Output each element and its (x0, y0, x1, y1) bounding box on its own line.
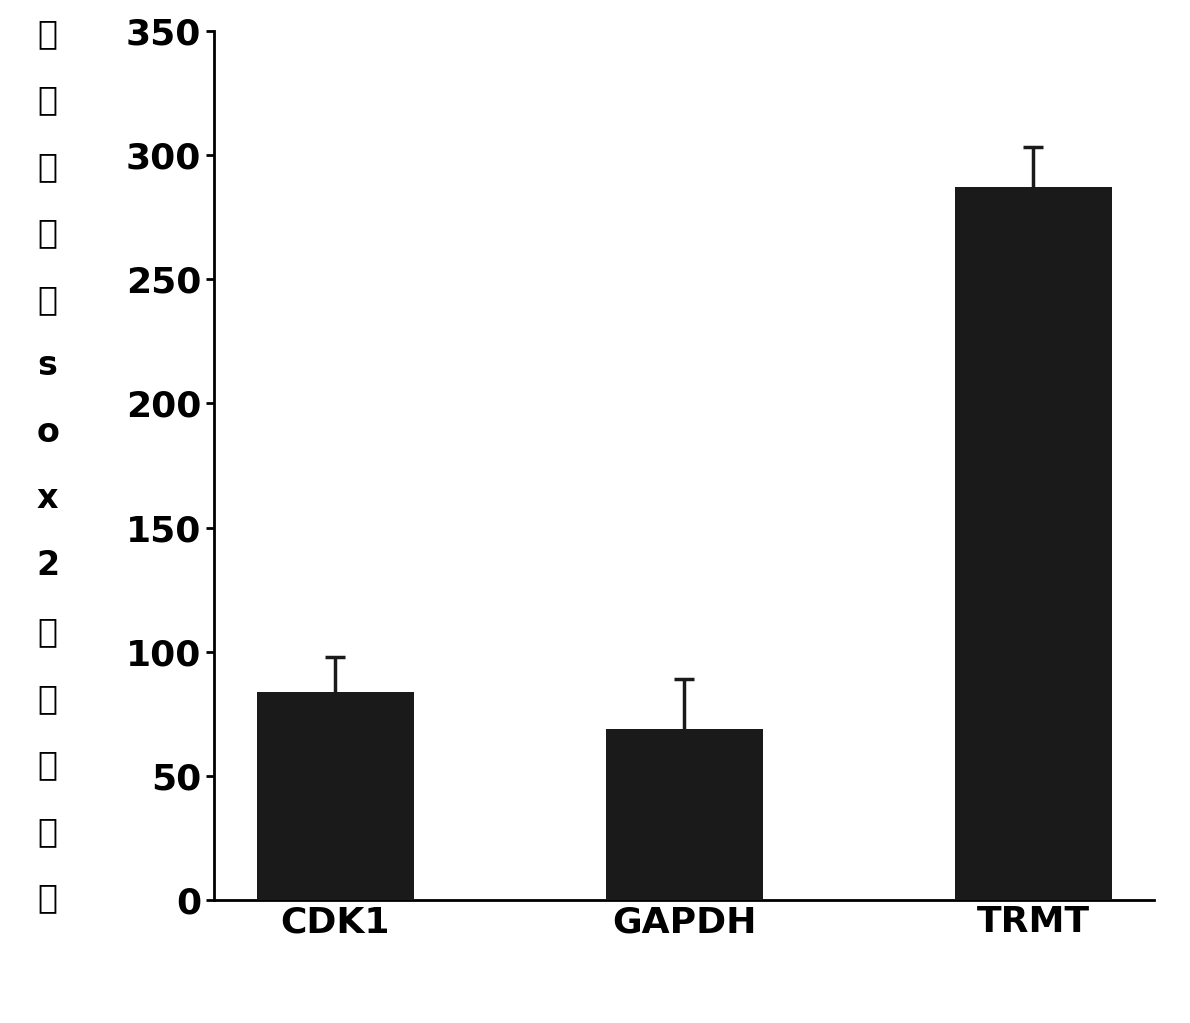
Text: 量: 量 (38, 748, 57, 782)
Text: 照: 照 (38, 216, 57, 250)
Bar (606, 728, 763, 900)
Bar (257, 692, 414, 900)
Text: x: x (37, 482, 58, 516)
Text: 的: 的 (38, 681, 57, 715)
Text: 对: 对 (38, 149, 57, 183)
Text: 2: 2 (36, 548, 60, 582)
Text: ）: ） (38, 615, 57, 649)
Text: o: o (36, 415, 60, 449)
Text: （: （ (38, 282, 57, 316)
Bar (954, 187, 1111, 900)
Text: 数: 数 (38, 881, 57, 915)
Text: 相: 相 (38, 16, 57, 50)
Text: 化: 化 (38, 814, 57, 848)
Text: 对: 对 (38, 83, 57, 117)
Text: s: s (38, 349, 57, 383)
